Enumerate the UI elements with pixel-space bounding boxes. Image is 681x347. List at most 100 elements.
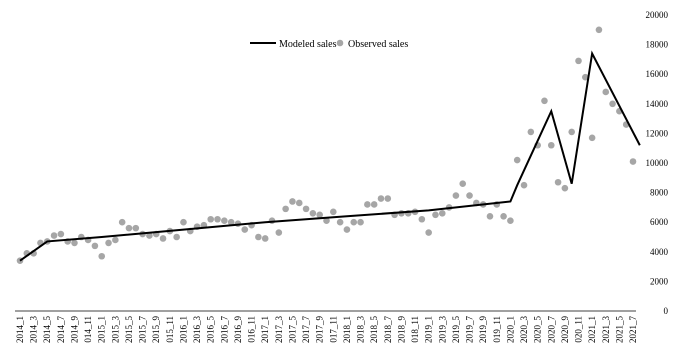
observed-point [343,226,351,233]
observed-point [105,239,112,247]
x-tick-label: 2017_5 [287,316,297,344]
x-tick-label: 2019_7 [465,316,475,344]
y-axis-ticks: 0 2000 4000 6000 8000 10000 12000 14000 16000 180… [646,10,669,316]
y-tick-label: 8000 [650,188,669,198]
x-tick-label: 020_11 [574,316,584,343]
observed-point [241,226,249,233]
observed-point [214,215,221,223]
observed-point [520,181,528,189]
observed-point [261,235,269,242]
observed-point [486,212,494,220]
x-tick-label: 2015_5 [124,316,134,344]
y-tick-label: 6000 [650,217,669,227]
observed-point [282,205,289,213]
x-tick-label: 2021_1 [587,316,597,343]
observed-point [575,57,582,65]
observed-point [466,192,473,199]
legend-marker-observed [336,39,344,47]
observed-point [309,210,317,217]
observed-point [527,128,535,136]
observed-point [357,218,364,226]
x-tick-label: 2014_9 [69,316,79,344]
observed-point [336,218,344,226]
observed-point [582,73,589,81]
y-tick-label: 4000 [650,247,669,257]
x-tick-label: 2018_1 [342,316,352,343]
x-tick-label: 2017_1 [260,316,270,343]
x-tick-label: 017_11 [328,316,338,343]
x-tick-label: 2020_9 [560,316,570,344]
x-tick-label: 2015_9 [151,316,161,344]
observed-point [452,192,460,199]
x-tick-label: 2014_3 [29,316,39,344]
observed-point [602,88,610,96]
modeled-sales-line [19,50,641,262]
observed-point [370,201,378,208]
observed-point [350,218,358,226]
observed-point [302,205,310,213]
observed-point [459,180,467,188]
x-tick-label: 2018_9 [396,316,406,344]
x-tick-label: 2019_3 [437,316,447,344]
x-tick-label: 2021_7 [628,316,638,344]
y-tick-label: 10000 [646,158,669,168]
observed-point [295,199,303,207]
observed-point [132,224,140,232]
observed-point [547,141,555,149]
observed-point [384,195,392,202]
observed-point [561,184,569,192]
observed-point [330,208,337,216]
y-tick-label: 20000 [646,10,669,20]
y-tick-label: 14000 [646,99,669,109]
observed-point [227,218,235,226]
legend-label-observed: Observed sales [348,39,408,50]
observed-point [159,235,167,242]
y-tick-label: 18000 [646,40,669,50]
observed-point [207,215,215,223]
x-tick-label: 2018_3 [356,316,366,344]
x-tick-label: 2017_9 [315,316,325,344]
x-tick-label: 2014_1 [15,316,25,343]
x-tick-label: 015_11 [165,316,175,343]
observed-point [595,26,603,34]
observed-point [323,217,330,225]
observed-point [364,201,371,208]
observed-point [541,97,548,105]
x-tick-label: 2020_5 [533,316,543,344]
observed-point [255,233,262,241]
x-tick-label: 2018_5 [369,316,379,344]
observed-point [112,236,119,244]
x-tick-label: 2016_9 [233,316,243,344]
observed-point [568,128,575,136]
observed-point [71,239,78,247]
observed-point [377,195,385,202]
legend: Modeled sales Observed sales [250,39,408,50]
observed-point [500,212,507,220]
observed-point [50,232,58,239]
observed-point [507,217,514,225]
x-tick-label: 2016_7 [219,316,229,344]
x-tick-label: 2020_1 [505,316,515,343]
observed-point [289,198,296,205]
observed-point [57,230,65,238]
observed-point [418,215,426,223]
x-tick-label: 2020_3 [519,316,529,344]
observed-point [438,210,446,217]
observed-point [275,229,283,236]
observed-point [146,232,153,239]
y-tick-label: 16000 [646,69,669,79]
observed-point [316,211,323,219]
x-tick-label: 2019_1 [424,316,434,343]
legend-label-modeled: Modeled sales [279,39,337,50]
x-axis-ticks: 2014_1 2014_3 2014_5 2014_7 2014_9 014_11 2015… [15,315,638,343]
x-tick-label: 2017_3 [274,316,284,344]
y-tick-label: 0 [664,306,669,316]
observed-point [629,158,637,165]
x-tick-label: 2015_3 [110,316,120,344]
observed-point [173,233,180,241]
y-tick-label: 12000 [646,128,669,138]
observed-point [180,218,187,226]
observed-point [588,134,596,142]
x-tick-label: 016_11 [247,316,257,343]
observed-point [221,217,228,225]
